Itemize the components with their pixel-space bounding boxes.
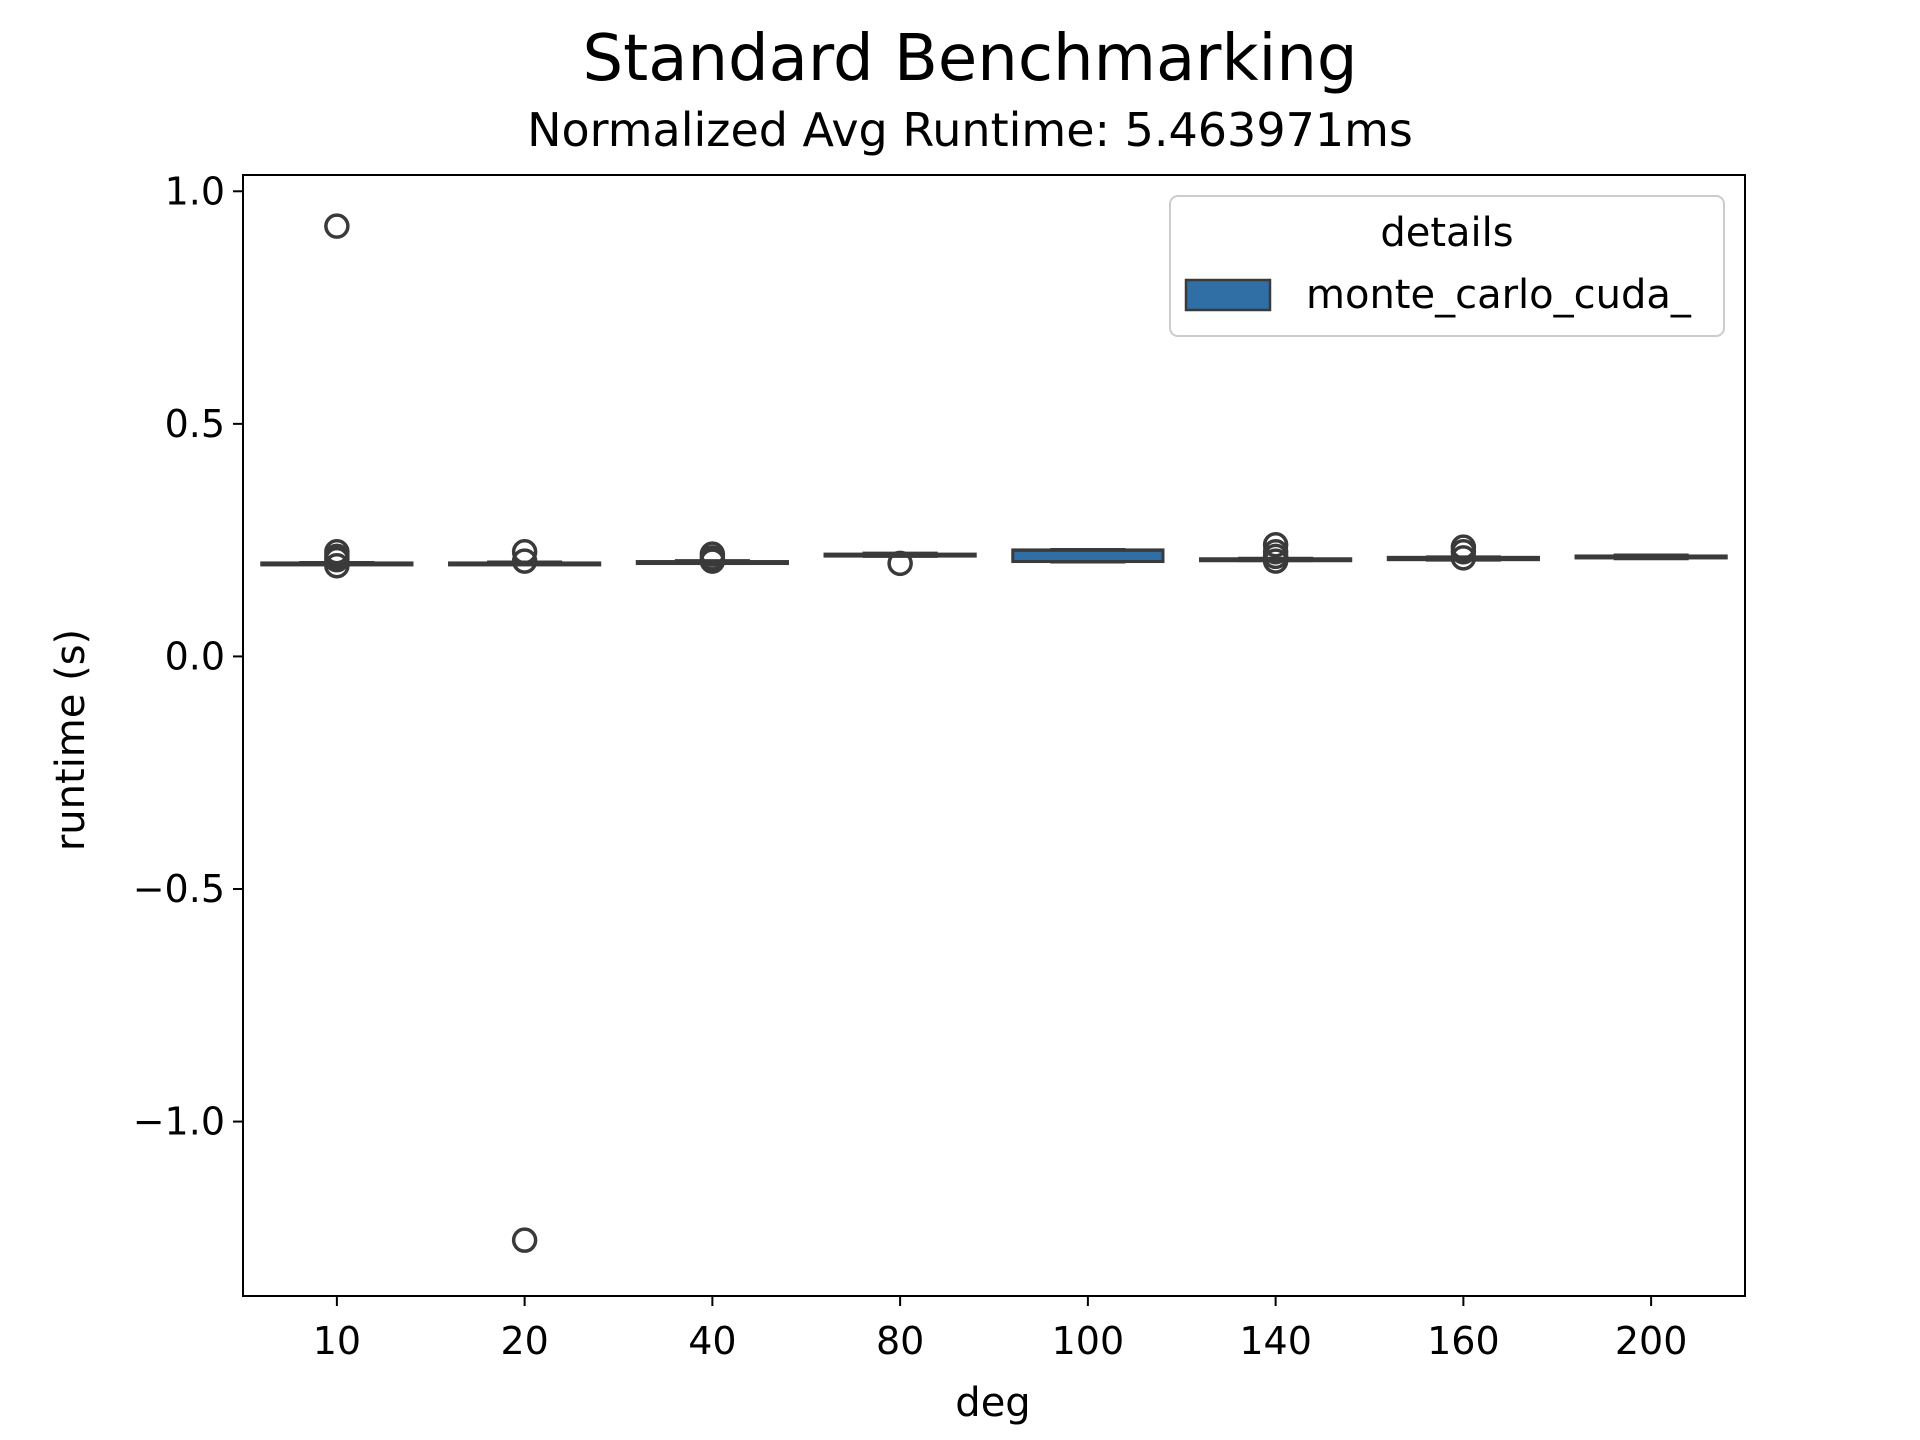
- y-tick-label: 0.0: [165, 634, 225, 678]
- x-tick-label: 20: [500, 1319, 548, 1363]
- x-tick-label: 100: [1052, 1319, 1125, 1363]
- y-axis-label: runtime (s): [48, 629, 94, 851]
- box-20: [448, 539, 602, 1253]
- outlier-point: [324, 552, 350, 579]
- legend-entry-label: monte_carlo_cuda_: [1306, 272, 1692, 318]
- x-axis-label: deg: [955, 1380, 1030, 1426]
- outlier-point: [1450, 545, 1477, 571]
- outlier-point: [511, 539, 538, 565]
- box-100: [1011, 547, 1165, 564]
- outlier-point: [511, 1227, 538, 1253]
- box-40: [635, 541, 789, 574]
- box-160: [1386, 534, 1540, 571]
- plot-frame: [242, 174, 1746, 1297]
- legend-title: details: [1380, 210, 1513, 256]
- y-tick-label: 0.5: [165, 402, 225, 446]
- legend: details monte_carlo_cuda_: [1169, 195, 1725, 337]
- box-200: [1574, 553, 1728, 561]
- box-plot-layer: [260, 213, 1728, 1253]
- outlier-point: [1262, 548, 1289, 574]
- legend-frame: [1169, 195, 1725, 337]
- y-tick-label: −1.0: [133, 1100, 225, 1144]
- box-10: [260, 213, 414, 579]
- x-tick-label: 160: [1427, 1319, 1500, 1363]
- y-tick-label: 1.0: [165, 169, 225, 213]
- legend-swatch: [1184, 278, 1272, 312]
- x-tick-label: 80: [876, 1319, 924, 1363]
- box-140: [1199, 532, 1353, 574]
- x-tick-label: 10: [313, 1319, 361, 1363]
- y-axis: 1.0 0.5 0.0 −0.5 −1.0: [133, 169, 243, 1144]
- chart-title: Standard Benchmarking: [583, 22, 1358, 96]
- outlier-point: [887, 550, 913, 577]
- y-tick-label: −0.5: [133, 867, 225, 911]
- box-80: [823, 550, 977, 577]
- outlier-point: [324, 213, 350, 239]
- outlier-point: [511, 548, 538, 574]
- outlier-point: [699, 548, 726, 574]
- x-axis: 10 20 40 80 100 140 160 200: [313, 1296, 1688, 1363]
- x-tick-label: 200: [1615, 1319, 1688, 1363]
- x-tick-label: 140: [1239, 1319, 1312, 1363]
- chart-subtitle: Normalized Avg Runtime: 5.463971ms: [527, 103, 1413, 157]
- x-tick-label: 40: [688, 1319, 736, 1363]
- outlier-point: [1262, 532, 1289, 558]
